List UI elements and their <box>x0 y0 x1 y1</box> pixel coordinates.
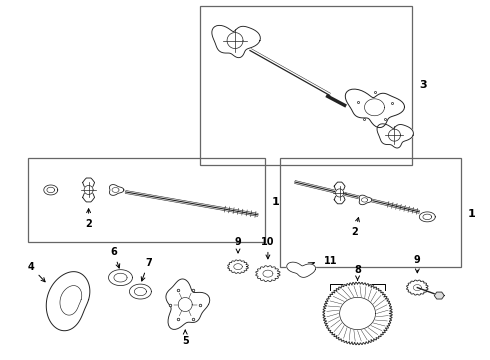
Text: 3: 3 <box>419 80 427 90</box>
Text: 2: 2 <box>351 217 359 237</box>
Polygon shape <box>407 280 428 295</box>
Text: 2: 2 <box>85 209 92 229</box>
Polygon shape <box>256 266 280 282</box>
Text: 9: 9 <box>414 255 421 273</box>
Polygon shape <box>134 288 147 296</box>
Polygon shape <box>114 273 127 282</box>
Bar <box>280 158 461 267</box>
Text: 4: 4 <box>27 262 45 282</box>
Polygon shape <box>109 270 132 285</box>
Polygon shape <box>377 124 414 148</box>
Bar <box>28 158 265 242</box>
Polygon shape <box>340 297 375 330</box>
Polygon shape <box>46 272 90 331</box>
Text: 7: 7 <box>141 258 152 281</box>
Text: 5: 5 <box>182 330 189 346</box>
Polygon shape <box>212 25 260 58</box>
Polygon shape <box>423 214 432 220</box>
Polygon shape <box>419 212 435 222</box>
Polygon shape <box>109 185 124 195</box>
Text: 1: 1 <box>468 209 476 219</box>
Polygon shape <box>323 282 392 345</box>
Text: 8: 8 <box>354 265 361 280</box>
Polygon shape <box>83 192 95 202</box>
Polygon shape <box>287 262 316 277</box>
Polygon shape <box>228 260 248 274</box>
Polygon shape <box>166 279 210 329</box>
Polygon shape <box>47 187 54 193</box>
Text: 1: 1 <box>272 197 280 207</box>
Bar <box>200 6 413 165</box>
Polygon shape <box>345 89 405 127</box>
Polygon shape <box>84 185 93 194</box>
Polygon shape <box>434 292 444 299</box>
Polygon shape <box>83 178 95 188</box>
Polygon shape <box>334 195 345 204</box>
Polygon shape <box>334 182 345 191</box>
Text: 6: 6 <box>110 247 120 268</box>
Text: 10: 10 <box>261 237 275 259</box>
Text: 11: 11 <box>324 256 337 266</box>
Polygon shape <box>359 195 372 205</box>
Polygon shape <box>44 185 58 195</box>
Polygon shape <box>336 189 343 197</box>
Polygon shape <box>129 284 151 299</box>
Text: 9: 9 <box>235 237 242 253</box>
